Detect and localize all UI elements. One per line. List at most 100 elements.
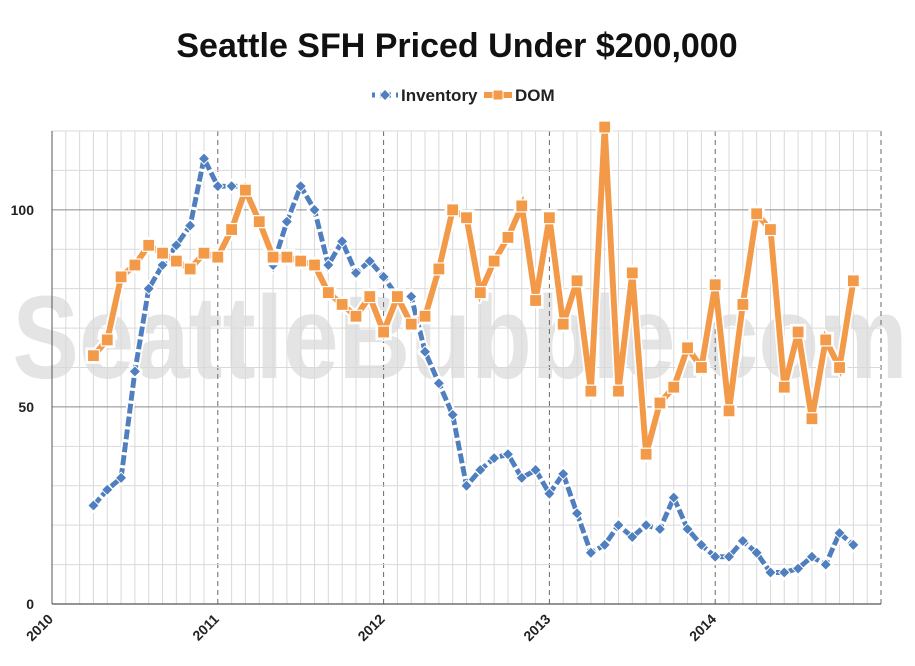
data-point-inventory (211, 179, 225, 193)
data-point-inventory (598, 538, 612, 552)
x-tick-label: 2010 (23, 611, 56, 644)
data-point-inventory (197, 152, 211, 165)
data-point-dom (335, 297, 349, 312)
data-point-dom (100, 333, 114, 347)
data-point-inventory (418, 345, 432, 359)
data-point-inventory (529, 463, 542, 477)
data-point-dom (598, 120, 612, 134)
data-point-inventory (169, 238, 183, 252)
chart-title: Seattle SFH Priced Under $200,000 (176, 27, 737, 65)
data-point-inventory (156, 258, 169, 272)
data-point-inventory (681, 522, 694, 536)
legend-label-dom: DOM (515, 86, 555, 105)
data-point-inventory (722, 550, 736, 564)
data-point-dom (211, 250, 225, 264)
data-point-inventory (321, 258, 335, 272)
data-point-inventory (639, 518, 653, 532)
data-point-dom (252, 215, 266, 229)
series-inventory (87, 151, 860, 579)
data-point-inventory (777, 566, 791, 579)
data-point-dom (763, 222, 778, 237)
data-point-dom (570, 274, 584, 288)
data-point-inventory (142, 282, 156, 296)
data-point-dom (86, 349, 101, 363)
y-tick-label: 0 (26, 596, 34, 612)
y-tick-label: 50 (18, 399, 34, 415)
data-point-dom (432, 262, 446, 276)
data-point-dom (418, 309, 432, 323)
data-point-inventory (847, 538, 860, 552)
legend-marker-inventory (378, 88, 392, 102)
data-point-inventory (736, 534, 750, 548)
data-point-dom (736, 297, 750, 312)
data-point-dom (501, 230, 515, 245)
legend: Inventory DOM (372, 86, 555, 105)
data-point-dom (280, 250, 294, 264)
data-point-inventory (819, 558, 833, 571)
legend-label-inventory: Inventory (401, 86, 478, 105)
data-point-dom (294, 254, 308, 268)
data-point-dom (667, 380, 681, 394)
data-point-dom (542, 211, 557, 225)
data-point-dom (155, 246, 170, 260)
data-point-inventory (708, 550, 722, 564)
data-point-inventory (584, 546, 598, 560)
data-point-dom (722, 404, 736, 418)
data-point-dom (238, 183, 253, 197)
data-point-inventory (473, 463, 487, 477)
data-point-inventory (487, 451, 501, 465)
data-point-inventory (100, 483, 114, 497)
data-point-dom (390, 289, 405, 304)
data-point-dom (694, 360, 708, 375)
legend-item-inventory: Inventory (372, 86, 478, 105)
data-point-inventory (114, 471, 128, 485)
data-point-inventory (556, 467, 570, 481)
data-point-inventory (432, 376, 446, 390)
data-point-dom (680, 341, 695, 355)
data-point-inventory (225, 179, 238, 193)
x-tick-label: 2014 (686, 611, 719, 644)
data-point-dom (584, 384, 598, 398)
data-point-inventory (446, 408, 460, 422)
y-tick-label: 100 (11, 202, 35, 218)
data-point-dom (832, 360, 847, 375)
data-point-dom (653, 396, 667, 410)
data-point-dom (197, 246, 211, 260)
grid (52, 130, 882, 604)
data-point-inventory (335, 235, 349, 248)
series-dom (86, 120, 860, 461)
legend-item-dom: DOM (484, 86, 555, 105)
legend-marker-dom (492, 89, 504, 101)
data-point-dom (708, 278, 722, 292)
x-tick-label: 2011 (189, 611, 222, 644)
data-point-dom (487, 254, 501, 268)
data-point-inventory (612, 518, 625, 532)
data-point-dom (225, 222, 239, 237)
data-point-inventory (791, 562, 805, 575)
data-point-dom (114, 270, 128, 284)
data-point-inventory (570, 506, 584, 520)
data-point-inventory (764, 566, 777, 579)
data-point-dom (404, 317, 418, 331)
data-point-inventory (501, 447, 515, 461)
watermark: SeattleBubble.com (13, 272, 908, 404)
data-point-inventory (377, 270, 390, 284)
data-point-dom (363, 289, 377, 304)
data-point-dom (528, 293, 543, 308)
data-point-inventory (308, 203, 321, 217)
data-point-dom (307, 258, 322, 272)
series-layer (86, 120, 860, 579)
data-point-inventory (404, 290, 418, 303)
data-point-inventory (625, 530, 639, 544)
data-point-dom (639, 447, 653, 461)
data-point-dom (473, 286, 487, 300)
data-point-dom (750, 207, 764, 221)
data-point-dom (377, 325, 391, 339)
data-point-inventory (833, 526, 846, 540)
data-point-dom (183, 262, 197, 276)
data-point-inventory (667, 491, 681, 504)
data-point-inventory (363, 254, 377, 268)
data-point-inventory (280, 215, 294, 229)
data-point-dom (611, 384, 626, 398)
data-point-inventory (750, 546, 764, 560)
